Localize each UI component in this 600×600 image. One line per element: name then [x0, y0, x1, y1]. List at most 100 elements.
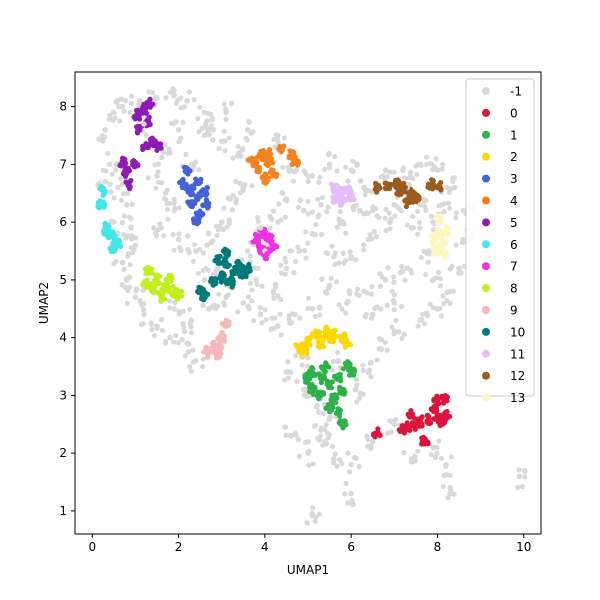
data-point-cluster-5: [143, 144, 149, 150]
data-point-cluster-3: [188, 187, 195, 194]
cluster-cloud-point: [312, 313, 318, 320]
data-point-cluster--1: [253, 277, 259, 283]
cluster-cloud-point: [133, 288, 139, 294]
data-point-cluster--1: [287, 433, 294, 439]
legend-label-9: 9: [510, 304, 518, 318]
legend-marker-11: [482, 349, 490, 358]
cluster-cloud-point: [447, 266, 453, 272]
cluster-cloud-point: [152, 333, 158, 339]
cluster-cloud-point: [425, 259, 431, 265]
cluster-cloud-point: [410, 176, 416, 182]
cluster-cloud-point: [434, 226, 441, 233]
y-tick-label: 3: [59, 388, 67, 402]
data-point-cluster--1: [188, 161, 195, 168]
cluster-cloud-point: [283, 259, 289, 265]
cluster-cloud-point: [437, 283, 444, 289]
data-point-cluster--1: [369, 438, 376, 445]
cluster-cloud-point: [419, 414, 425, 420]
data-point-cluster-10: [223, 251, 229, 257]
cluster-cloud-point: [229, 284, 235, 290]
cluster-cloud-point: [181, 104, 188, 110]
data-point-cluster-13: [436, 216, 443, 223]
cluster-cloud-point: [226, 217, 232, 223]
data-point-cluster--1: [119, 259, 126, 266]
cluster-cloud-point: [107, 181, 113, 187]
cluster-cloud-point: [403, 203, 409, 210]
data-point-cluster-0: [441, 395, 447, 402]
cluster-cloud-point: [247, 253, 253, 259]
data-point-cluster-10: [197, 288, 203, 295]
cluster-cloud-point: [312, 518, 318, 524]
cluster-cloud-point: [176, 311, 182, 317]
cluster-cloud-point: [399, 304, 405, 310]
data-point-cluster-9: [214, 352, 221, 358]
data-point-cluster--1: [275, 132, 281, 139]
cluster-cloud-point: [410, 213, 416, 219]
cluster-cloud-point: [176, 231, 182, 237]
cluster-cloud-point: [255, 218, 261, 225]
data-point-cluster--1: [124, 277, 130, 283]
cluster-cloud-point: [200, 356, 206, 362]
cluster-cloud-point: [436, 438, 442, 444]
cluster-cloud-point: [428, 213, 434, 219]
cluster-cloud-point: [180, 308, 186, 314]
data-point-cluster--1: [244, 248, 251, 254]
cluster-cloud-point: [167, 89, 173, 95]
cluster-cloud-point: [378, 174, 384, 180]
cluster-cloud-point: [330, 443, 336, 449]
data-point-cluster--1: [400, 167, 406, 173]
cluster-cloud-point: [446, 189, 452, 196]
cluster-cloud-point: [316, 179, 322, 185]
cluster-cloud-point: [283, 432, 289, 438]
data-point-cluster-4: [287, 152, 294, 159]
cluster-cloud-point: [245, 294, 252, 300]
cluster-cloud-point: [277, 311, 283, 317]
data-point-cluster--1: [193, 358, 199, 364]
cluster-cloud-point: [389, 324, 395, 330]
data-point-cluster-10: [227, 280, 234, 286]
cluster-cloud-point: [185, 233, 191, 239]
cluster-cloud-point: [440, 161, 446, 167]
cluster-cloud-point: [272, 281, 278, 287]
cluster-cloud-point: [297, 198, 303, 204]
cluster-cloud-point: [215, 227, 221, 233]
cluster-cloud-point: [337, 209, 343, 215]
cluster-cloud-point: [191, 97, 197, 103]
data-point-cluster-12: [408, 190, 415, 197]
data-point-cluster--1: [318, 202, 324, 208]
data-point-cluster-13: [436, 230, 443, 237]
cluster-cloud-point: [444, 472, 450, 478]
cluster-cloud-point: [355, 286, 361, 292]
data-point-cluster--1: [451, 184, 458, 191]
legend-marker-13: [482, 393, 490, 402]
data-point-cluster-0: [443, 412, 449, 419]
cluster-cloud-point: [408, 408, 414, 414]
cluster-cloud-point: [117, 118, 123, 124]
legend-marker-6: [482, 240, 490, 249]
cluster-cloud-point: [267, 225, 273, 231]
cluster-cloud-point: [415, 323, 421, 329]
cluster-cloud-point: [141, 307, 147, 313]
cluster-cloud-point: [319, 276, 325, 282]
cluster-cloud-point: [368, 374, 374, 380]
x-tick-label: 8: [434, 540, 442, 554]
cluster-cloud-point: [305, 240, 311, 246]
cluster-cloud-point: [356, 292, 362, 298]
legend-label-5: 5: [510, 216, 518, 230]
cluster-cloud-point: [250, 318, 257, 324]
cluster-cloud-point: [122, 284, 128, 290]
cluster-cloud-point: [171, 196, 177, 202]
cluster-cloud-point: [165, 206, 171, 212]
cluster-cloud-point: [441, 209, 447, 215]
cluster-cloud-point: [286, 317, 292, 323]
data-point-cluster-5: [132, 161, 139, 168]
data-point-cluster--1: [218, 138, 225, 145]
data-point-cluster-6: [115, 239, 121, 246]
legend-label-6: 6: [510, 238, 518, 252]
data-point-cluster-7: [259, 230, 266, 237]
cluster-cloud-point: [322, 368, 328, 375]
data-point-cluster-4: [292, 158, 298, 165]
cluster-cloud-point: [434, 450, 440, 456]
cluster-cloud-point: [439, 166, 445, 172]
